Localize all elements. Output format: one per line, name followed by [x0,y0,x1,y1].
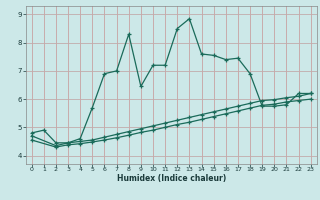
X-axis label: Humidex (Indice chaleur): Humidex (Indice chaleur) [116,174,226,183]
